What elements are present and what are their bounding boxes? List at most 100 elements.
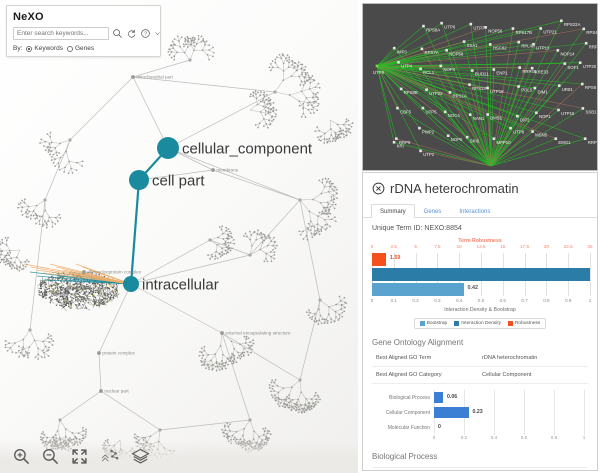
close-circle-icon[interactable] [372,182,385,195]
ontology-minor-labels: mitochondrial part membrane protein comple… [53,75,291,394]
chart-title-robustness: Term Robustness [458,238,502,244]
tab-summary[interactable]: Summary [371,204,415,218]
bar-row-robustness[interactable]: 1.59 [372,253,588,266]
go-row-cellular-component[interactable]: Cellular Component 0.23 [372,405,588,420]
legend-item-0[interactable]: Bootstrap [419,321,447,326]
svg-text:?: ? [144,31,147,37]
axis-tick: 1 [582,435,586,440]
ontology-network-view[interactable]: mitochondrial part membrane protein comple… [0,0,358,473]
svg-text:MPP10: MPP10 [497,140,512,145]
go-row-molecular-function[interactable]: Molecular Function 0 [372,420,588,435]
bar-row-bootstrap[interactable]: 0.42 [372,283,588,296]
svg-text:RPS6: RPS6 [585,85,597,90]
unique-term-id: Unique Term ID: NEXO:8854 [372,225,462,232]
collapse-network-icon[interactable] [99,447,121,466]
svg-text:NAN1: NAN1 [473,116,485,121]
svg-text:UTP7: UTP7 [473,25,485,30]
go-term-key: Best Aligned GO Term [372,350,480,367]
radio-keywords[interactable] [26,45,33,52]
radio-genes-label: Genes [74,45,95,52]
svg-text:UTP20: UTP20 [583,64,597,69]
axis-tick: 0 [432,435,436,440]
svg-text:RPS4A: RPS4A [586,30,598,35]
term-robustness-chart: Term Robustness 0 2.5 5 7.5 10 12.5 15 17.5 20 22… [370,238,593,329]
gridline [590,253,591,296]
ontology-node-1 [129,170,149,190]
gene-network-nodes[interactable] [375,19,588,153]
term-body: Unique Term ID: NEXO:8854 Term Robustnes… [363,218,597,468]
term-tabs[interactable]: Summary Genes Interactions [363,203,597,218]
radio-genes[interactable] [66,45,73,52]
search-input[interactable] [13,27,109,40]
bar-interaction-density[interactable] [372,268,590,281]
table-row: Best Aligned GO Term rDNA heterochromati… [372,350,588,367]
graph-toolbar[interactable] [0,439,358,473]
legend-item-2[interactable]: Robustness [507,321,541,326]
svg-text:RRP45: RRP45 [522,69,536,74]
go-value-molecular-function: 0 [438,424,441,430]
bar-bootstrap[interactable] [372,283,464,296]
robustness-legend: Bootstrap Interaction Density Robustness [372,318,588,329]
go-row-biological-process[interactable]: Biological Process 0.06 [372,390,588,405]
svg-text:UTP21: UTP21 [543,30,557,35]
axis-tick: 0.4 [455,298,463,303]
term-title: rDNA heterochromatin [390,181,519,196]
axis-tick: 12.5 [476,244,486,249]
go-label-biological-process: Biological Process [389,394,430,401]
legend-item-1[interactable]: Interaction Density [454,321,501,326]
svg-text:PWP2: PWP2 [422,129,435,134]
go-bar-cellular-component[interactable] [434,407,469,418]
svg-text:intracellular: intracellular [142,277,219,294]
axis-tick: 0.2 [412,298,419,303]
axis-tick: 15 [500,244,506,249]
table-row: Best Aligned GO Category Cellular Compon… [372,366,588,384]
fit-to-screen-icon[interactable] [70,447,89,466]
axis-tick: 0.4 [490,435,498,440]
search-panel[interactable]: NeXO ? By: [6,5,161,57]
term-detail-panel[interactable]: rDNA heterochromatin Summary Genes Inter… [362,172,598,471]
tab-interactions[interactable]: Interactions [459,209,491,215]
search-by-genes-option[interactable]: Genes [66,45,95,52]
ontology-graph-svg[interactable]: mitochondrial part membrane protein comple… [0,0,358,473]
ontology-small-nodes [0,34,354,468]
zoom-in-icon[interactable] [12,447,31,466]
svg-text:UR81: UR81 [562,87,574,92]
layers-icon[interactable] [131,447,150,466]
go-category-key: Best Aligned GO Category [372,366,480,384]
svg-text:RPS13: RPS13 [472,86,486,91]
svg-text:RPS7A: RPS7A [425,50,439,55]
chevron-down-icon[interactable] [154,28,161,39]
go-track-cellular-component: 0.23 [434,405,588,420]
svg-text:EMG1: EMG1 [558,140,571,145]
svg-text:UTP4: UTP4 [401,63,413,68]
bar-robustness[interactable] [372,253,386,266]
search-icon[interactable] [112,28,123,39]
go-bar-biological-process[interactable] [434,392,443,403]
search-by-keywords-option[interactable]: Keywords [26,45,63,52]
tab-genes[interactable]: Genes [423,209,442,215]
help-icon[interactable]: ? [140,28,151,39]
robustness-bars: 1.59 0.42 [372,253,591,296]
legend-label: Robustness [514,321,541,326]
ontology-highlight-edges [23,147,169,285]
legend-box: Bootstrap Interaction Density Robustness [413,318,547,329]
svg-text:HSC82: HSC82 [493,46,507,51]
go-alignment-table: Best Aligned GO Term rDNA heterochromati… [372,350,588,384]
svg-text:DIM1: DIM1 [537,89,548,94]
reset-icon[interactable] [126,28,137,39]
gene-interaction-network[interactable]: UTP9 RPS8A UTP6 UTP7 NOP56 RPS17B UTP21 RPS22A R… [362,3,598,171]
axis-tick: 0 [370,298,374,303]
svg-text:RPS8A: RPS8A [426,27,440,32]
svg-text:RRP9: RRP9 [399,140,411,145]
axis-tick: 0.5 [477,298,485,303]
legend-swatch [454,321,460,326]
chart-xlabel-interaction-density: Interaction Density & Bootstrap [444,307,516,313]
bar-row-interaction-density[interactable] [372,268,590,281]
zoom-out-icon[interactable] [41,447,60,466]
axis-tick: 0.7 [521,298,528,303]
svg-text:SSA1: SSA1 [467,43,479,48]
